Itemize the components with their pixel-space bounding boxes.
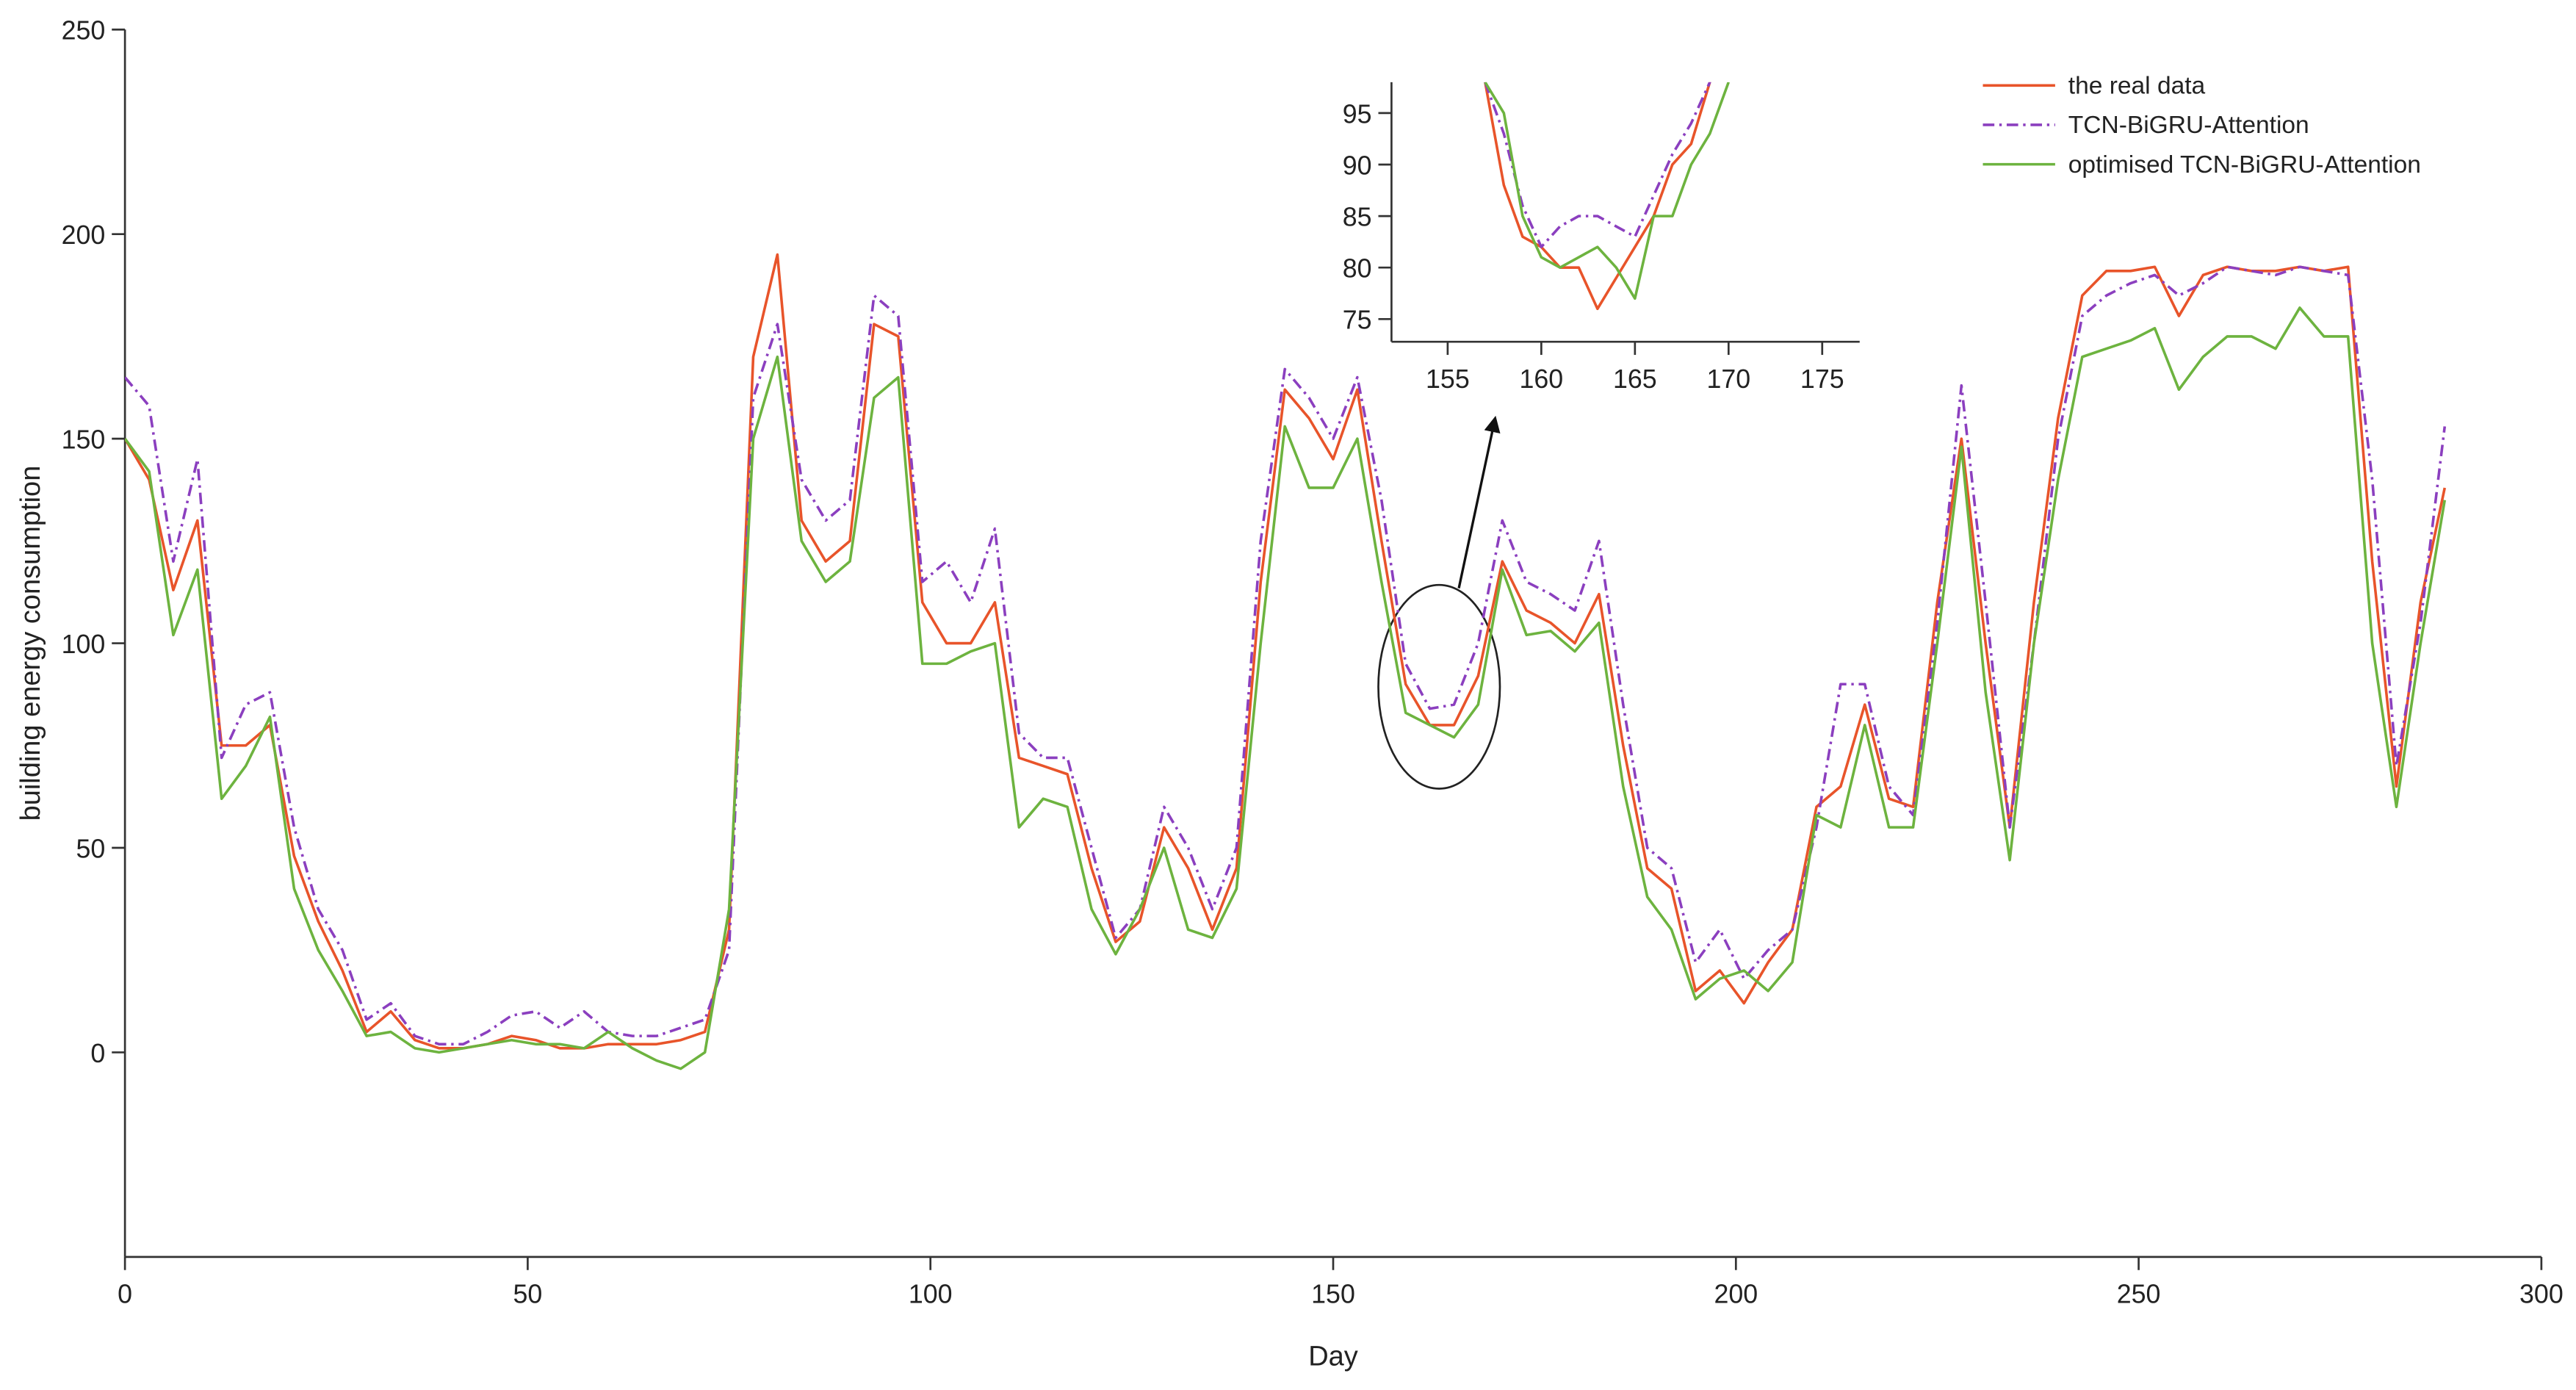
- series-line: [125, 306, 2447, 1070]
- zoom-ellipse: [1377, 583, 1501, 790]
- plot-area: [1484, 82, 1730, 311]
- y-tick-label: 75: [1343, 306, 1372, 335]
- y-tick-label: 0: [90, 1039, 105, 1068]
- series-line: [1484, 82, 1711, 311]
- y-tick-label: 100: [62, 630, 106, 659]
- x-tick-label: 175: [1800, 364, 1844, 394]
- series-line: [125, 265, 2447, 1046]
- y-tick-label: 95: [1343, 99, 1372, 129]
- y-tick-label: 80: [1343, 254, 1372, 284]
- x-tick-label: 50: [513, 1279, 543, 1308]
- x-tick-label: 170: [1706, 364, 1750, 394]
- y-tick-label: 90: [1343, 151, 1372, 180]
- x-tick-label: 150: [1311, 1279, 1355, 1308]
- x-tick-label: 200: [1714, 1279, 1758, 1308]
- legend-label: TCN-BiGRU-Attention: [2068, 112, 2309, 139]
- y-tick-label: 85: [1343, 203, 1372, 232]
- x-tick-label: 0: [118, 1279, 132, 1308]
- y-tick-label: 200: [62, 220, 106, 250]
- series-line: [125, 253, 2447, 1050]
- x-tick-label: 160: [1520, 364, 1564, 394]
- x-tick-label: 250: [2117, 1279, 2161, 1308]
- zoom-arrow: [1457, 415, 1501, 588]
- x-tick-label: 300: [2519, 1279, 2564, 1308]
- y-tick-label: 50: [76, 834, 105, 863]
- y-axis-label: building energy consumption: [15, 466, 46, 821]
- x-axis-label: Day: [1308, 1341, 1358, 1372]
- plot-area: [125, 253, 2447, 1070]
- x-tick-label: 155: [1426, 364, 1470, 394]
- legend-label: optimised TCN-BiGRU-Attention: [2068, 151, 2421, 179]
- legend-label: the real data: [2068, 72, 2206, 99]
- x-tick-label: 165: [1613, 364, 1657, 394]
- x-tick-label: 100: [909, 1279, 953, 1308]
- series-line: [1484, 82, 1711, 248]
- y-tick-label: 250: [62, 16, 106, 46]
- series-line: [1484, 82, 1730, 300]
- y-tick-label: 150: [62, 425, 106, 455]
